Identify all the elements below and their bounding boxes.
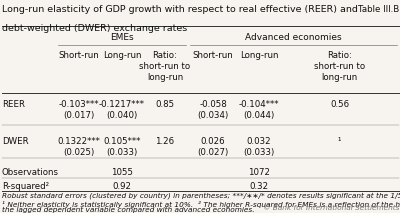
Text: Ratio:
short-run to
long-run: Ratio: short-run to long-run: [140, 51, 190, 82]
Text: 0.85: 0.85: [156, 100, 174, 109]
Text: 1072: 1072: [248, 168, 270, 177]
Text: Table III.B: Table III.B: [358, 5, 399, 14]
Text: Long-run: Long-run: [240, 51, 278, 60]
Text: the lagged dependent variable compared with advanced economies.: the lagged dependent variable compared w…: [2, 207, 255, 213]
Text: 0.56: 0.56: [330, 100, 349, 109]
Text: Long-run: Long-run: [103, 51, 141, 60]
Text: 0.1322***
(0.025): 0.1322*** (0.025): [58, 137, 100, 157]
Text: Observations: Observations: [2, 168, 59, 177]
Text: debt-weighted (DWER) exchange rates: debt-weighted (DWER) exchange rates: [2, 24, 187, 33]
Text: 0.026
(0.027): 0.026 (0.027): [197, 137, 229, 157]
Text: 1055: 1055: [111, 168, 133, 177]
Text: R-squared²: R-squared²: [2, 182, 49, 191]
Text: -0.1217***
(0.040): -0.1217*** (0.040): [99, 100, 145, 120]
Text: Long-run elasticity of GDP growth with respect to real effective (REER) and: Long-run elasticity of GDP growth with r…: [2, 5, 358, 14]
Text: ¹ Neither elasticity is statistically significant at 10%.  ² The higher R-square: ¹ Neither elasticity is statistically si…: [2, 201, 400, 208]
Text: REER: REER: [2, 100, 25, 109]
Text: 0.92: 0.92: [112, 182, 132, 191]
Text: 0.032
(0.033): 0.032 (0.033): [243, 137, 275, 157]
Text: EMEs: EMEs: [110, 33, 134, 42]
Text: 1.26: 1.26: [156, 137, 174, 146]
Text: Ratio:
short-run to
long-run: Ratio: short-run to long-run: [314, 51, 365, 82]
Text: ¹: ¹: [338, 137, 341, 146]
Text: Short-run: Short-run: [59, 51, 99, 60]
Text: Short-run: Short-run: [193, 51, 233, 60]
Text: 0.32: 0.32: [250, 182, 268, 191]
Text: Robust standard errors (clustered by country) in parentheses; ***/∗∗/* denotes r: Robust standard errors (clustered by cou…: [2, 193, 400, 199]
Text: © Bank for International Settlements: © Bank for International Settlements: [263, 205, 399, 211]
Text: -0.058
(0.034): -0.058 (0.034): [197, 100, 229, 120]
Text: -0.104***
(0.044): -0.104*** (0.044): [239, 100, 279, 120]
Text: DWER: DWER: [2, 137, 29, 146]
Text: 0.105***
(0.033): 0.105*** (0.033): [103, 137, 141, 157]
Text: -0.103***
(0.017): -0.103*** (0.017): [59, 100, 99, 120]
Text: Advanced economies: Advanced economies: [245, 33, 342, 42]
